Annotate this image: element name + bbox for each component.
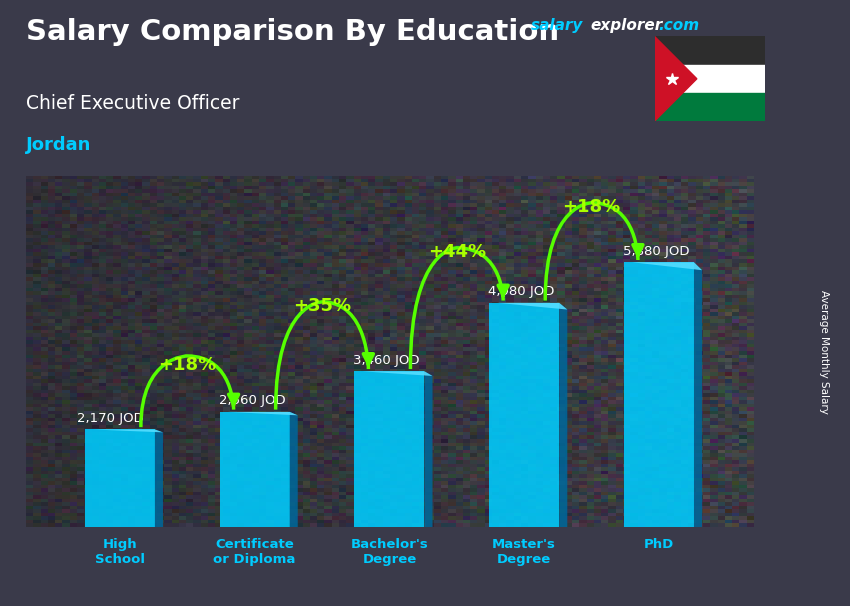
Text: 2,170 JOD: 2,170 JOD: [76, 412, 144, 425]
Text: 5,880 JOD: 5,880 JOD: [623, 245, 689, 258]
Text: 3,460 JOD: 3,460 JOD: [354, 354, 420, 367]
Text: salary: salary: [531, 18, 584, 33]
Text: .com: .com: [659, 18, 700, 33]
Polygon shape: [489, 303, 567, 310]
Text: explorer: explorer: [591, 18, 663, 33]
Text: 2,560 JOD: 2,560 JOD: [218, 395, 286, 407]
Polygon shape: [654, 36, 697, 121]
Text: +44%: +44%: [428, 244, 486, 261]
Polygon shape: [694, 262, 702, 527]
Text: Salary Comparison By Education: Salary Comparison By Education: [26, 18, 558, 46]
FancyBboxPatch shape: [354, 371, 424, 527]
Polygon shape: [219, 412, 298, 415]
Polygon shape: [155, 430, 163, 527]
Polygon shape: [290, 412, 298, 527]
Text: Average Monthly Salary: Average Monthly Salary: [819, 290, 829, 413]
FancyBboxPatch shape: [624, 262, 694, 527]
Polygon shape: [85, 430, 163, 432]
FancyBboxPatch shape: [219, 412, 290, 527]
Text: Jordan: Jordan: [26, 136, 91, 155]
Text: +18%: +18%: [563, 198, 620, 216]
Polygon shape: [424, 371, 433, 527]
Text: 4,980 JOD: 4,980 JOD: [488, 285, 555, 298]
Text: Chief Executive Officer: Chief Executive Officer: [26, 94, 239, 113]
Bar: [654, 36, 765, 65]
Bar: [654, 65, 765, 93]
Polygon shape: [559, 303, 567, 527]
FancyBboxPatch shape: [489, 303, 559, 527]
Polygon shape: [624, 262, 702, 270]
Text: +18%: +18%: [158, 356, 217, 374]
Bar: [654, 93, 765, 121]
Polygon shape: [354, 371, 433, 376]
Text: +35%: +35%: [293, 298, 351, 315]
FancyBboxPatch shape: [85, 430, 155, 527]
